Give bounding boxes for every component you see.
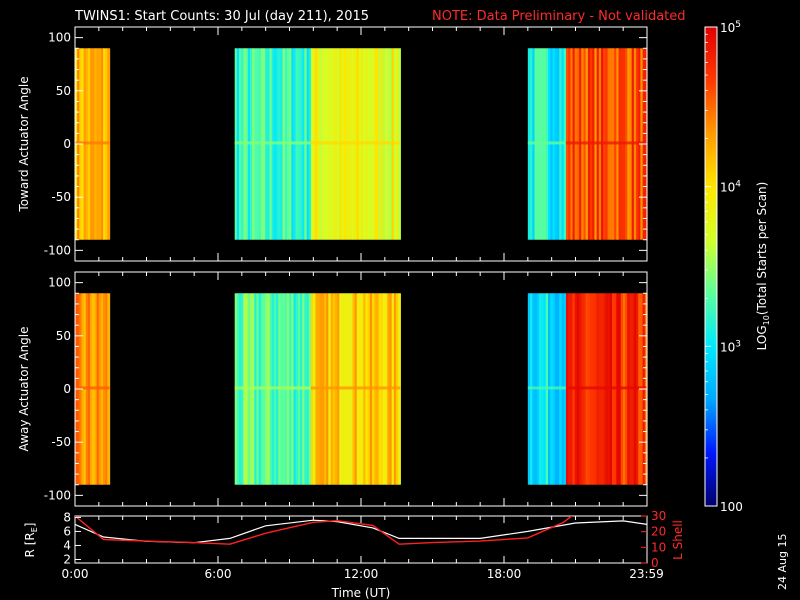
colorbar-tick-label: 104 <box>720 180 741 195</box>
orbit-right-ylabel: L Shell <box>671 520 685 560</box>
date-stamp: 24 Aug 15 <box>776 534 789 590</box>
colorbar: 105 104 103 100 LOG10(Total Starts per Scan… <box>704 20 771 514</box>
right-y-tick-label: 20 <box>651 525 666 539</box>
preliminary-note: NOTE: Data Preliminary - Not validated <box>432 9 686 24</box>
x-axis-label: Time (UT) <box>331 586 391 600</box>
y-tick-label: -100 <box>44 488 71 502</box>
y-tick-label: -50 <box>51 190 71 204</box>
zero-angle-band <box>527 386 566 390</box>
y-tick-label: 0 <box>63 382 71 396</box>
right-y-tick-label: 30 <box>651 509 666 523</box>
toward-ylabel: Toward Actuator Angle <box>17 76 31 212</box>
y-tick-label: 50 <box>56 84 71 98</box>
colorbar-label: LOG10(Total Starts per Scan) <box>755 182 771 351</box>
x-tick-label: 23:59 <box>629 567 664 581</box>
colorbar-tick-label: 100 <box>720 500 743 514</box>
colorbar-tick-label: 103 <box>720 339 741 354</box>
zero-angle-band <box>310 386 401 390</box>
x-tick-label: 18:00 <box>487 567 522 581</box>
zero-angle-band <box>234 141 311 145</box>
y-tick-label: 0 <box>63 137 71 151</box>
zero-angle-band <box>527 141 566 145</box>
x-tick-label: 12:00 <box>344 567 379 581</box>
y-tick-label: 100 <box>48 276 71 290</box>
toward-panel: 100 50 0 -50 -100 Toward Actuator Angle <box>17 26 648 262</box>
right-y-tick-label: 0 <box>651 556 659 570</box>
zero-angle-band <box>565 141 647 145</box>
zero-angle-band <box>75 141 110 145</box>
y-tick-label: 100 <box>48 31 71 45</box>
left-y-tick-label: 4 <box>63 538 71 552</box>
zero-angle-band <box>234 386 311 390</box>
right-y-tick-label: 10 <box>651 540 666 554</box>
x-tick-label: 0:00 <box>62 567 89 581</box>
zero-angle-band <box>310 141 401 145</box>
away-heatmap <box>75 293 648 485</box>
left-y-tick-label: 6 <box>63 524 71 538</box>
colorbar-gradient <box>705 27 717 506</box>
orbit-left-ylabel: R [RE] <box>23 523 39 558</box>
colorbar-tick-label: 105 <box>720 20 741 35</box>
colorbar-ticks: 105 104 103 100 <box>705 20 743 514</box>
orbit-lines <box>74 516 648 545</box>
y-tick-label: -100 <box>44 243 71 257</box>
zero-angle-band <box>565 386 647 390</box>
y-tick-label: 50 <box>56 329 71 343</box>
away-ylabel: Away Actuator Angle <box>17 326 31 451</box>
left-y-tick-label: 8 <box>63 510 71 524</box>
zero-angle-band <box>75 386 110 390</box>
figure-title: TWINS1: Start Counts: 30 Jul (day 211), … <box>74 9 369 24</box>
x-tick-label: 6:00 <box>205 567 232 581</box>
lshell-line <box>75 516 573 545</box>
toward-y-axis: 100 50 0 -50 -100 <box>44 27 647 261</box>
y-tick-label: -50 <box>51 435 71 449</box>
away-y-axis: 100 50 0 -50 -100 <box>44 272 647 506</box>
away-panel: 100 50 0 -50 -100 Away Actuator Angle <box>17 271 648 507</box>
toward-heatmap <box>75 48 648 240</box>
left-y-tick-label: 2 <box>63 552 71 566</box>
